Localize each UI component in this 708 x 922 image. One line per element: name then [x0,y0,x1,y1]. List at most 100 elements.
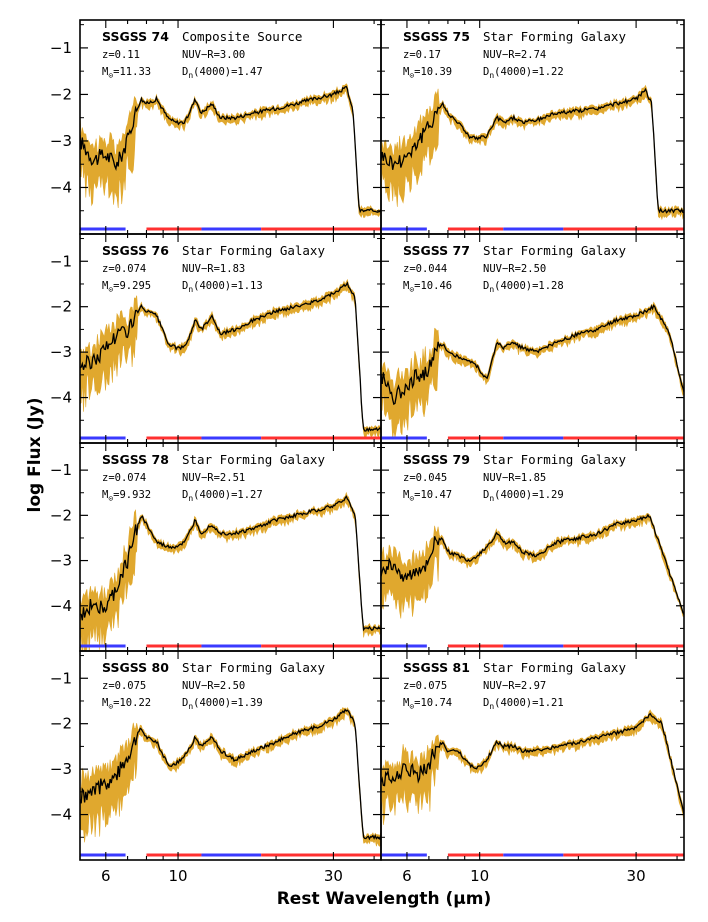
dn4000-label: Dn(4000)=1.39 [182,697,263,711]
plot-area [80,706,381,857]
spectrum-line [80,708,381,841]
source-class: Star Forming Galaxy [483,243,626,258]
panel-5: −4 −3 −2 −1 SSGSS 78 Star Forming Galaxy z=0.0… [50,442,382,652]
panel-1: −4 −3 −2 −1 SSGSS 74 Composite Source z=0.11 NU… [50,19,382,235]
y-tick-label: −3 [50,760,72,778]
spectrum-line [381,304,684,406]
y-tick-label: −2 [50,298,72,316]
y-tick-label: −3 [50,343,72,361]
y-tick-label: −3 [50,552,72,570]
stellar-mass-label: M⊙=10.22 [102,697,151,711]
redshift-label: z=0.17 [403,49,441,61]
source-class: Star Forming Galaxy [483,29,626,44]
dn4000-label: Dn(4000)=1.47 [182,66,263,80]
error-band [80,491,381,651]
nuv-r-label: NUV−R=2.74 [483,49,546,61]
x-tick-label: 10 [168,867,187,885]
y-tick-label: −1 [50,461,72,479]
error-band [381,709,684,825]
panels-group: −4 −3 −2 −1 SSGSS 74 Composite Source z=0.11 NU… [50,19,685,885]
x-axis-label: Rest Wavelength (μm) [277,889,492,909]
x-tick-label: 6 [101,867,111,885]
y-tick-label: −2 [50,85,72,103]
stellar-mass-label: M⊙=10.46 [403,280,452,294]
dn4000-label: Dn(4000)=1.28 [483,280,564,294]
stellar-mass-label: M⊙=11.33 [102,66,151,80]
nuv-r-label: NUV−R=2.50 [182,680,245,692]
x-tick-label: 30 [627,867,646,885]
stellar-mass-label: M⊙=10.47 [403,489,452,503]
stellar-mass-label: M⊙=10.74 [403,697,452,711]
y-tick-label: −1 [50,39,72,57]
redshift-label: z=0.045 [403,472,447,484]
x-tick-label: 6 [402,867,412,885]
dn4000-label: Dn(4000)=1.21 [483,697,564,711]
y-tick-label: −1 [50,252,72,270]
panel-8: 6 10 30 SSGSS 81 Star Forming Galaxy z=0.075 N… [380,650,685,885]
nuv-r-label: NUV−R=1.85 [483,472,546,484]
y-tick-label: −4 [50,597,72,615]
plot-area [381,84,684,231]
y-tick-label: −2 [50,715,72,733]
y-tick-label: −4 [50,389,72,407]
y-tick-label: −1 [50,669,72,687]
nuv-r-label: NUV−R=2.51 [182,472,245,484]
redshift-label: z=0.11 [102,49,140,61]
spectrum-line [381,513,684,615]
panel-7: −4 −3 −2 −1 6 10 30 SSGSS 80 Star Forming Galaxy… [50,650,382,885]
dn4000-label: Dn(4000)=1.22 [483,66,564,80]
y-tick-label: −4 [50,806,72,824]
source-class: Star Forming Galaxy [182,660,325,675]
panel-3: −4 −3 −2 −1 SSGSS 76 Star Forming Galaxy z=0.0… [50,233,382,444]
source-class: Star Forming Galaxy [483,452,626,467]
plot-area [80,491,381,651]
source-class: Composite Source [182,29,302,44]
dn4000-label: Dn(4000)=1.27 [182,489,263,503]
spectrum-line [381,712,684,816]
redshift-label: z=0.075 [102,680,146,692]
redshift-label: z=0.074 [102,472,146,484]
x-tick-label: 10 [470,867,489,885]
plot-area [80,83,381,231]
plot-area [381,301,684,440]
source-name: SSGSS 79 [403,452,470,467]
source-name: SSGSS 75 [403,29,470,44]
redshift-label: z=0.075 [403,680,447,692]
source-class: Star Forming Galaxy [182,452,325,467]
spectrum-line [80,281,381,433]
dn4000-label: Dn(4000)=1.13 [182,280,263,294]
source-name: SSGSS 81 [403,660,470,675]
source-name: SSGSS 78 [102,452,169,467]
panel-2: SSGSS 75 Star Forming Galaxy z=0.17 NUV−R=2… [380,19,685,235]
panel-frame [380,650,685,861]
redshift-label: z=0.044 [403,263,447,275]
stellar-mass-label: M⊙=10.39 [403,66,452,80]
source-name: SSGSS 80 [102,660,169,675]
nuv-r-label: NUV−R=2.97 [483,680,546,692]
nuv-r-label: NUV−R=2.50 [483,263,546,275]
y-tick-label: −2 [50,506,72,524]
nuv-r-label: NUV−R=1.83 [182,263,245,275]
dn4000-label: Dn(4000)=1.29 [483,489,564,503]
panel-6: SSGSS 79 Star Forming Galaxy z=0.045 NUV−R=… [380,442,685,652]
redshift-label: z=0.074 [102,263,146,275]
spectrum-line [381,87,684,214]
source-name: SSGSS 77 [403,243,470,258]
stellar-mass-label: M⊙=9.295 [102,280,151,294]
error-band [80,706,381,847]
error-band [381,512,684,619]
y-tick-label: −4 [50,178,72,196]
nuv-r-label: NUV−R=3.00 [182,49,245,61]
plot-area [381,709,684,857]
error-band [381,301,684,440]
panel-4: SSGSS 77 Star Forming Galaxy z=0.044 NUV−R=… [380,233,685,444]
source-name: SSGSS 76 [102,243,169,258]
spectrum-line [80,495,381,632]
error-band [381,84,684,221]
source-class: Star Forming Galaxy [182,243,325,258]
y-tick-label: −3 [50,132,72,150]
error-band [80,278,381,439]
source-class: Star Forming Galaxy [483,660,626,675]
source-name: SSGSS 74 [102,29,169,44]
